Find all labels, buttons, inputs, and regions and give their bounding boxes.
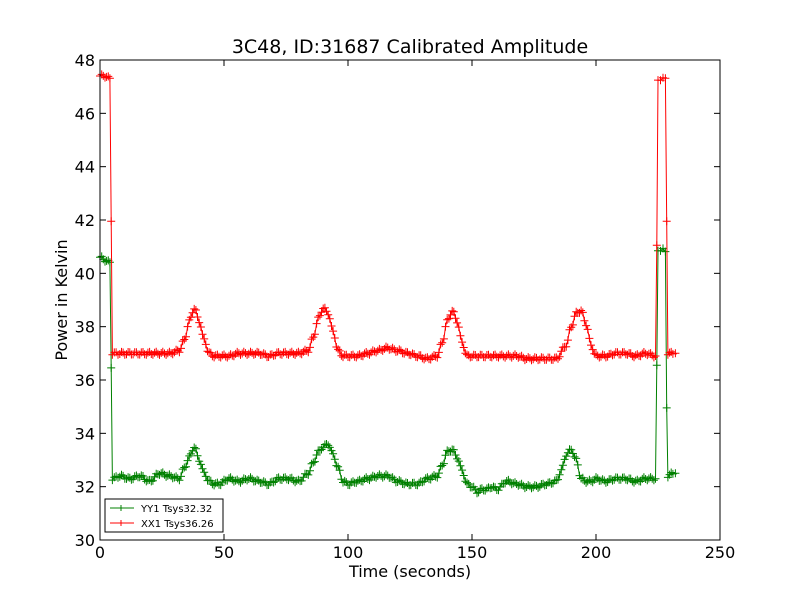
x-tick-label: 50 [214,543,234,562]
y-tick-label: 38 [75,318,95,337]
legend: YY1 Tsys32.32 XX1 Tsys36.26 [104,498,224,533]
series-1 [96,70,680,365]
x-tick-label: 200 [581,543,612,562]
x-tick-label: 150 [457,543,488,562]
legend-label-yy1: YY1 Tsys32.32 [140,504,212,515]
x-tick-label: 100 [333,543,364,562]
legend-box [104,498,224,533]
x-axis-label: Time (seconds) [348,562,471,581]
x-tick-label: 250 [705,543,736,562]
legend-marker-xx1 [118,520,124,526]
x-tick-label: 0 [95,543,105,562]
y-tick-label: 40 [75,264,95,283]
legend-label-xx1: XX1 Tsys36.26 [141,519,214,530]
legend-marker-yy1 [118,505,124,511]
y-tick-label: 32 [75,478,95,497]
chart-title: 3C48, ID:31687 Calibrated Amplitude [232,36,588,58]
y-tick-label: 34 [75,424,95,443]
ticks-layer: 0 50 100 150 200 250 30 32 34 36 38 40 42 44 46 48 [75,51,736,562]
y-tick-label: 30 [75,531,95,550]
y-tick-label: 36 [75,371,95,390]
y-tick-label: 46 [75,104,95,123]
series-layer [96,70,680,498]
y-tick-label: 44 [75,158,95,177]
y-axis-label: Power in Kelvin [52,239,71,360]
y-tick-label: 48 [75,51,95,70]
y-tick-label: 42 [75,211,95,230]
plot-frame [99,59,721,541]
